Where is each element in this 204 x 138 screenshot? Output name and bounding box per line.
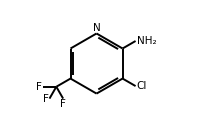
Text: Cl: Cl	[137, 81, 147, 91]
Text: N: N	[93, 23, 100, 33]
Text: F: F	[42, 94, 48, 104]
Text: F: F	[36, 82, 42, 92]
Text: F: F	[60, 99, 66, 109]
Text: NH₂: NH₂	[137, 36, 156, 46]
